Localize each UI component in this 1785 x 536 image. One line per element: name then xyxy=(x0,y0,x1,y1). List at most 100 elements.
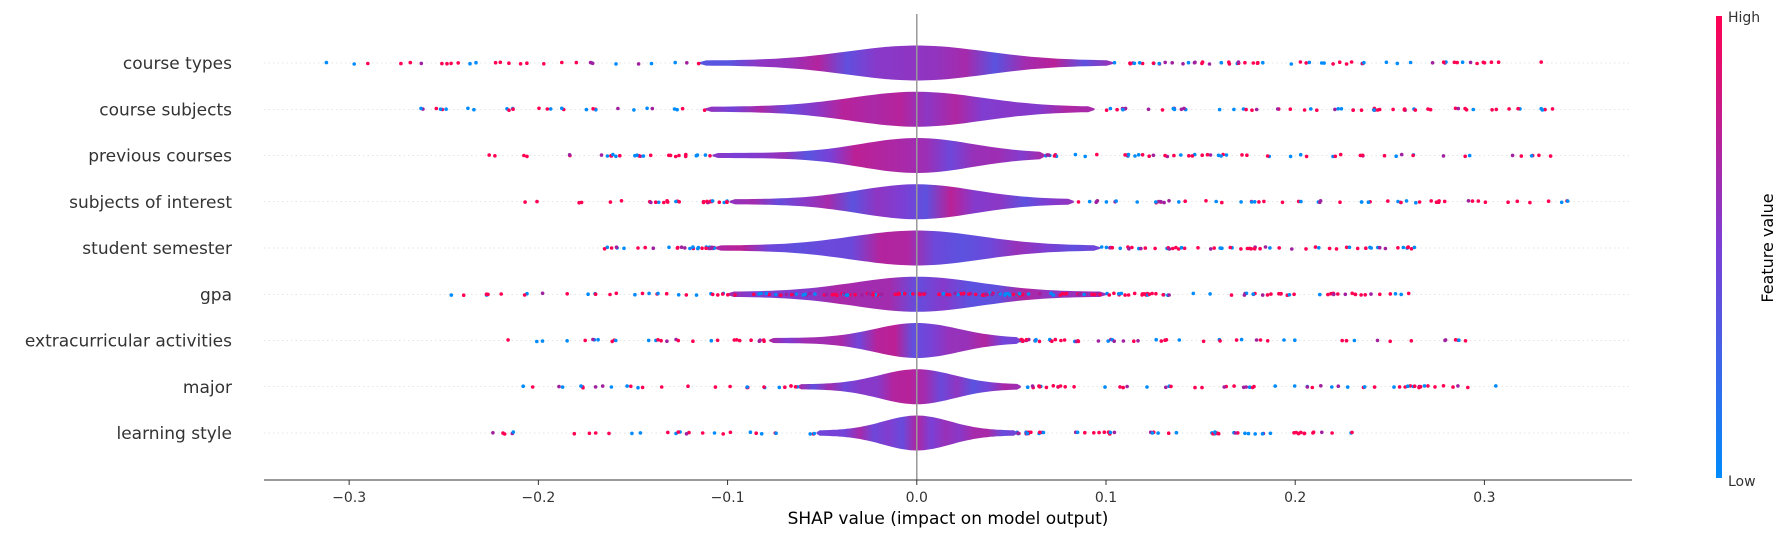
data-point xyxy=(1404,199,1409,203)
data-point xyxy=(813,292,817,296)
data-point xyxy=(1106,339,1110,343)
data-point xyxy=(1338,152,1343,157)
data-point xyxy=(1183,199,1187,203)
data-point xyxy=(643,245,647,250)
data-point xyxy=(1307,60,1312,65)
data-point xyxy=(1092,292,1097,297)
data-point xyxy=(902,291,907,296)
data-point xyxy=(1145,385,1149,389)
data-point xyxy=(1254,338,1259,342)
data-point xyxy=(679,245,684,249)
data-point xyxy=(656,291,660,296)
data-point xyxy=(1430,61,1435,65)
data-point xyxy=(777,385,782,390)
data-point xyxy=(1460,60,1465,64)
data-point xyxy=(1466,385,1470,390)
data-point xyxy=(1441,384,1446,388)
data-point xyxy=(1239,200,1243,204)
data-point xyxy=(1378,292,1382,297)
data-point xyxy=(574,60,579,65)
data-point xyxy=(1097,430,1101,435)
data-point xyxy=(1232,384,1236,388)
data-point xyxy=(1330,385,1334,389)
data-point xyxy=(708,154,712,158)
data-point xyxy=(1056,385,1060,389)
data-point xyxy=(486,292,490,297)
data-point xyxy=(1261,60,1265,65)
data-point xyxy=(871,293,875,297)
data-point xyxy=(1362,385,1367,389)
data-point xyxy=(1351,108,1355,112)
data-point xyxy=(618,153,622,158)
data-point xyxy=(557,384,561,389)
data-point xyxy=(1298,60,1303,64)
data-point xyxy=(1193,60,1197,65)
data-point xyxy=(1220,200,1224,205)
data-point xyxy=(548,107,553,111)
data-point xyxy=(535,339,539,344)
data-point xyxy=(1350,291,1354,296)
data-point xyxy=(605,154,610,158)
data-point xyxy=(590,61,595,66)
data-point xyxy=(1006,291,1010,296)
data-point xyxy=(468,61,472,66)
data-point xyxy=(683,154,688,159)
data-point xyxy=(540,339,545,343)
data-point xyxy=(1099,245,1104,249)
data-point xyxy=(1016,431,1020,436)
data-point xyxy=(1096,339,1101,343)
data-point xyxy=(1024,337,1029,342)
data-point xyxy=(507,108,511,112)
data-point xyxy=(1133,154,1137,158)
data-point xyxy=(1244,107,1248,112)
data-point xyxy=(1127,247,1131,251)
data-point xyxy=(1294,430,1298,435)
data-point xyxy=(676,430,681,434)
data-point xyxy=(608,292,612,297)
data-point xyxy=(1233,431,1238,435)
dots-layer xyxy=(324,60,1570,436)
data-point xyxy=(1119,291,1124,296)
data-point xyxy=(1413,108,1418,112)
data-point xyxy=(493,154,497,158)
data-point xyxy=(1360,153,1365,158)
data-point xyxy=(1396,246,1400,250)
data-point xyxy=(1174,245,1178,250)
data-point xyxy=(754,431,758,436)
data-point xyxy=(591,107,595,111)
data-point xyxy=(1207,62,1212,66)
data-point xyxy=(675,245,680,250)
data-point xyxy=(1151,61,1156,65)
data-point xyxy=(1181,62,1185,66)
data-point xyxy=(461,293,466,298)
data-point xyxy=(1164,385,1168,390)
data-point xyxy=(1241,385,1246,390)
data-point xyxy=(728,430,733,435)
data-point xyxy=(1412,245,1417,250)
data-point xyxy=(1352,338,1357,343)
data-point xyxy=(1121,107,1125,112)
data-point xyxy=(1550,107,1555,111)
data-point xyxy=(1172,107,1177,112)
data-point xyxy=(1170,246,1175,251)
data-point xyxy=(1470,199,1475,203)
data-point xyxy=(1252,200,1257,204)
data-point xyxy=(712,431,717,435)
data-point xyxy=(1037,339,1042,344)
data-point xyxy=(1409,247,1414,251)
data-point xyxy=(648,153,653,158)
data-point xyxy=(1302,431,1307,436)
data-point xyxy=(518,62,523,66)
data-point xyxy=(611,152,615,157)
data-point xyxy=(1311,431,1315,435)
data-point xyxy=(1529,154,1534,158)
data-point xyxy=(1292,384,1297,388)
data-point xyxy=(701,199,706,204)
data-point xyxy=(599,153,604,157)
data-point xyxy=(833,292,837,297)
data-point xyxy=(530,385,535,389)
x-axis-title: SHAP value (impact on model output) xyxy=(788,509,1109,529)
data-point xyxy=(1382,153,1387,158)
data-point xyxy=(1359,108,1364,112)
data-point xyxy=(1182,246,1187,251)
